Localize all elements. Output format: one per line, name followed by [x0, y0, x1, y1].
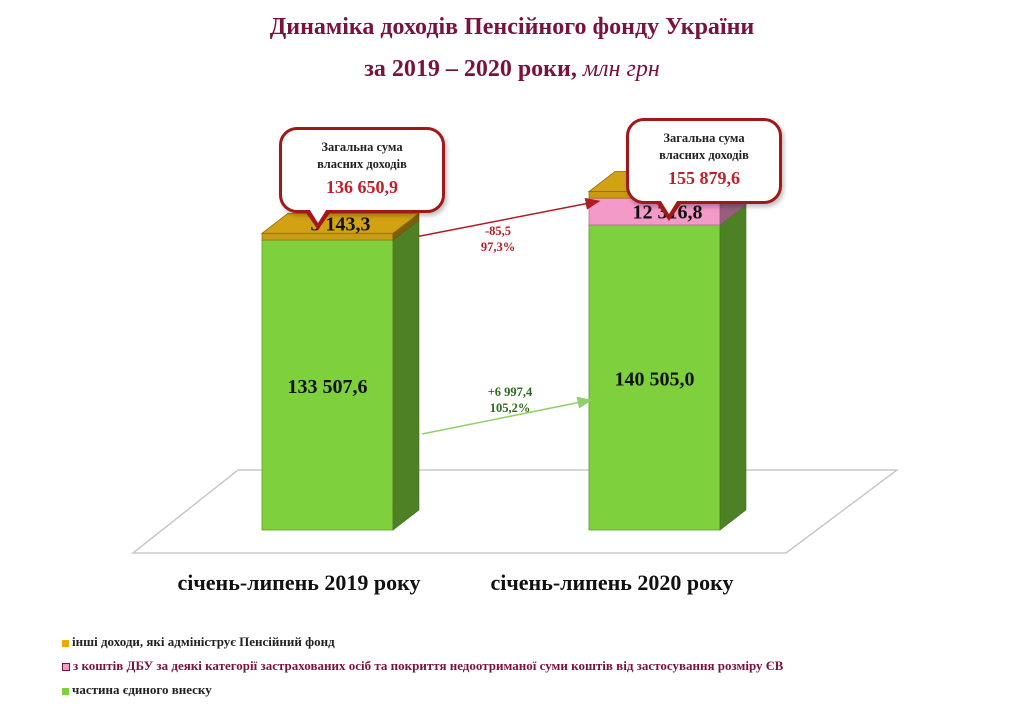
total-callout-2020: Загальна сума власних доходів 155 879,6 — [626, 118, 782, 221]
legend-swatch — [62, 687, 69, 695]
legend-item-state-budget: з коштів ДБУ за деякі категорії застрахо… — [62, 658, 783, 674]
total-callout-label: Загальна сума — [321, 140, 403, 154]
legend-label: інші доходи, які адмініструє Пенсійний ф… — [72, 634, 335, 649]
change-annotation-other-income: 97,3% — [481, 240, 515, 254]
bar-single-contribution-1 — [588, 224, 721, 531]
x-tick-label-2020: січень-липень 2020 року — [490, 570, 733, 595]
change-annotation-single-contribution: +6 997,4 — [488, 385, 533, 399]
legend-label: частина єдиного внеску — [72, 682, 212, 697]
data-label-single-contribution-1: 140 505,0 — [615, 368, 695, 390]
total-callout-label: власних доходів — [317, 157, 407, 171]
chart-subtitle: за 2019 – 2020 роки, млн грн — [0, 56, 1024, 83]
legend-item-single-contribution: частина єдиного внеску — [62, 682, 212, 698]
legend-item-other-income: інші доходи, які адмініструє Пенсійний ф… — [62, 634, 335, 650]
chart-floor — [130, 469, 900, 554]
change-annotation-other-income: -85,5 — [485, 224, 511, 238]
change-arrow-other-income — [418, 197, 601, 238]
total-callout-label: власних доходів — [659, 148, 749, 162]
chart-title: Динаміка доходів Пенсійного фонду Україн… — [269, 14, 755, 40]
legend-label: з коштів ДБУ за деякі категорії застрахо… — [73, 658, 784, 673]
bar-side-single-contribution-1 — [719, 204, 747, 531]
total-callout-2019: Загальна сума власних доходів 136 650,9 — [279, 127, 445, 230]
total-callout-value: 136 650,9 — [326, 177, 398, 197]
change-arrow-single-contribution — [421, 396, 593, 435]
chart-subtitle-period: за 2019 – 2020 роки, — [364, 56, 577, 82]
legend-swatch — [62, 639, 69, 647]
bar-top-0 — [260, 212, 421, 234]
bar-side-single-contribution-0 — [392, 219, 420, 531]
legend-swatch — [62, 663, 70, 672]
chart-unit: млн грн — [582, 56, 660, 82]
x-tick-label-2019: січень-липень 2019 року — [177, 570, 420, 595]
change-annotation-single-contribution: 105,2% — [490, 401, 531, 415]
total-callout-label: Загальна сума — [663, 131, 745, 145]
data-label-single-contribution-0: 133 507,6 — [288, 376, 368, 398]
total-callout-value: 155 879,6 — [668, 168, 740, 188]
